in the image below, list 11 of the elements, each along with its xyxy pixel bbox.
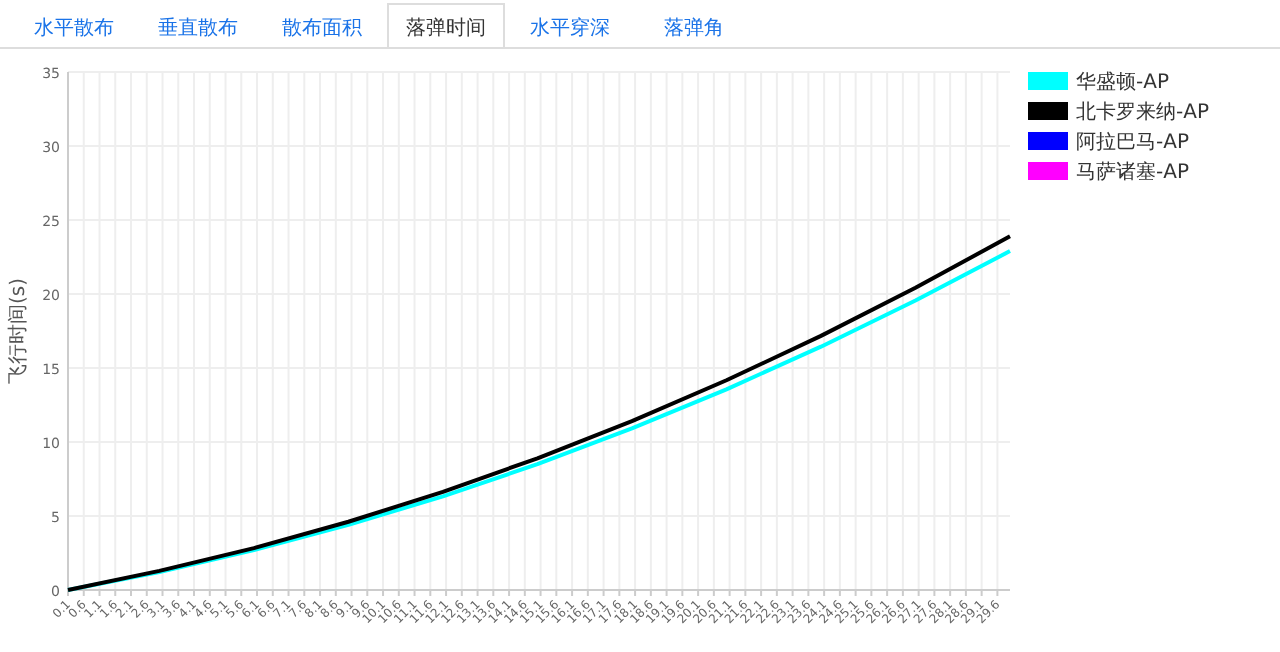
- y-axis-title: 飞行时间(s): [6, 277, 30, 385]
- text: 垂直散布: [158, 16, 238, 40]
- text: 水平穿深: [530, 16, 610, 40]
- legend-label: 马萨诸塞-AP: [1076, 160, 1189, 184]
- text: 落弹时间: [406, 16, 486, 40]
- text: 落弹角: [664, 16, 724, 40]
- legend-label: 阿拉巴马-AP: [1076, 130, 1189, 154]
- legend-label: 北卡罗来纳-AP: [1076, 100, 1209, 124]
- text: 水平散布: [34, 16, 114, 40]
- text: 散布面积: [282, 16, 362, 40]
- legend-label: 华盛顿-AP: [1076, 70, 1169, 94]
